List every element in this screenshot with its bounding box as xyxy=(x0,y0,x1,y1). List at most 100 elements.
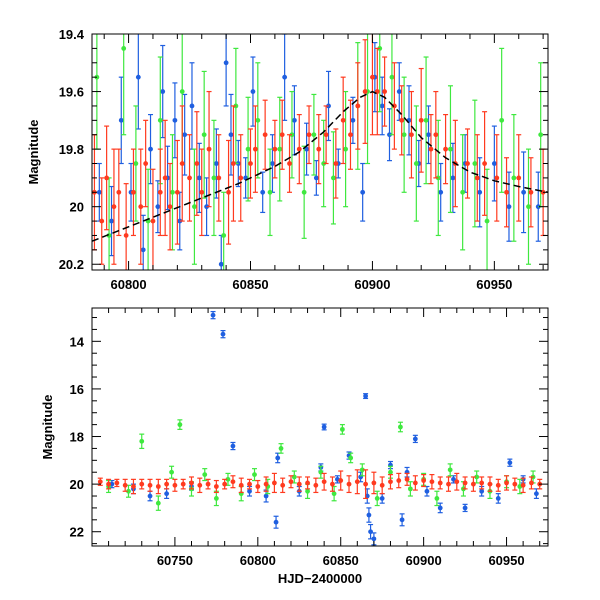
green-data-point xyxy=(407,486,413,492)
red-data-point xyxy=(255,484,261,489)
red-data-point xyxy=(516,175,522,181)
blue-data-point xyxy=(450,175,456,181)
blue-data-point xyxy=(109,218,114,224)
red-data-point xyxy=(238,175,244,181)
red-data-point xyxy=(370,74,375,80)
blue-data-point xyxy=(155,204,161,210)
blue-data-point xyxy=(273,519,279,525)
red-data-point xyxy=(205,481,211,487)
red-data-point xyxy=(262,132,268,138)
blue-data-point xyxy=(250,89,256,94)
red-data-point xyxy=(272,480,277,486)
blue-data-point xyxy=(366,512,372,518)
red-data-point xyxy=(147,482,153,488)
blue-data-point xyxy=(140,247,146,253)
red-data-point xyxy=(131,484,136,489)
green-data-point xyxy=(484,218,490,224)
bottom-x-tick-label: 60900 xyxy=(406,553,442,568)
green-data-point xyxy=(252,472,257,477)
red-data-point xyxy=(355,103,361,109)
red-data-point xyxy=(333,161,339,166)
blue-data-point xyxy=(210,312,216,318)
bottom-y-tick-label: 16 xyxy=(70,382,84,397)
bottom-plot-area xyxy=(97,310,543,546)
red-data-point xyxy=(362,89,368,94)
red-data-point xyxy=(487,481,493,487)
blue-data-point xyxy=(491,161,497,166)
blue-data-point xyxy=(260,189,266,195)
blue-data-point xyxy=(223,60,229,66)
blue-data-point xyxy=(350,117,356,123)
blue-data-point xyxy=(164,491,170,497)
green-data-point xyxy=(413,161,419,166)
blue-data-point xyxy=(399,517,405,523)
green-data-point xyxy=(155,500,161,506)
blue-data-point xyxy=(477,189,483,195)
green-data-point xyxy=(388,469,393,475)
red-data-point xyxy=(150,218,156,224)
blue-data-point xyxy=(521,189,527,195)
blue-data-point xyxy=(282,74,288,80)
green-data-point xyxy=(169,469,174,475)
red-data-point xyxy=(167,204,173,210)
red-data-point xyxy=(199,189,205,195)
top-x-tick-labels: 60800 60850 60900 60950 xyxy=(110,277,512,292)
red-data-point xyxy=(443,146,448,152)
top-x-tick-label: 60850 xyxy=(232,277,268,292)
blue-data-point xyxy=(360,189,366,195)
top-x-tick-label: 60950 xyxy=(476,277,512,292)
green-data-point xyxy=(460,189,466,195)
green-data-point xyxy=(192,204,197,210)
blue-data-point xyxy=(495,496,501,501)
blue-data-point xyxy=(160,89,166,94)
red-data-point xyxy=(180,481,186,487)
red-data-point xyxy=(104,175,110,181)
bottom-x-tick-label: 60850 xyxy=(323,553,359,568)
red-data-point xyxy=(412,480,418,486)
top-y-tick-label: 20.2 xyxy=(59,257,84,272)
red-data-point xyxy=(263,481,269,487)
red-data-point xyxy=(421,478,427,483)
green-data-point xyxy=(201,132,207,138)
red-data-point xyxy=(429,479,435,485)
blue-data-point xyxy=(363,393,368,399)
red-data-point xyxy=(388,479,393,485)
bottom-frame xyxy=(91,307,549,547)
red-data-point xyxy=(206,146,212,152)
red-data-point xyxy=(162,175,168,181)
blue-data-point xyxy=(426,132,431,138)
red-data-point xyxy=(231,161,236,166)
blue-data-point xyxy=(379,103,385,109)
red-data-point xyxy=(179,161,185,166)
red-data-point xyxy=(238,482,244,488)
green-data-point xyxy=(245,146,251,152)
red-data-point xyxy=(305,480,310,486)
blue-data-point xyxy=(263,493,269,499)
blue-data-point xyxy=(451,476,456,482)
top-y-tick-label: 19.8 xyxy=(59,142,84,157)
top-y-tick-label: 19.4 xyxy=(59,27,85,42)
red-data-point xyxy=(321,479,327,485)
red-data-point xyxy=(106,481,111,487)
red-data-point xyxy=(252,146,258,152)
red-data-point xyxy=(446,481,451,487)
red-data-point xyxy=(512,481,518,487)
green-data-point xyxy=(305,488,310,494)
top-panel: 60800 60850 60900 60950 19.4 19.6 19.8 2… xyxy=(26,27,549,292)
red-data-point xyxy=(494,175,500,181)
green-data-point xyxy=(211,175,217,181)
red-data-point xyxy=(340,117,346,123)
green-data-point xyxy=(267,189,273,195)
blue-data-point xyxy=(438,189,444,195)
red-data-point xyxy=(226,189,231,195)
blue-data-point xyxy=(462,505,468,511)
green-data-point xyxy=(213,496,219,501)
red-data-point xyxy=(216,175,222,181)
blue-data-point xyxy=(247,488,252,494)
red-data-point xyxy=(437,480,443,486)
red-data-point xyxy=(174,189,180,195)
blue-data-point xyxy=(533,491,539,497)
bottom-x-tick-label: 60800 xyxy=(240,553,276,568)
green-data-point xyxy=(472,161,478,166)
red-data-point xyxy=(194,161,200,166)
